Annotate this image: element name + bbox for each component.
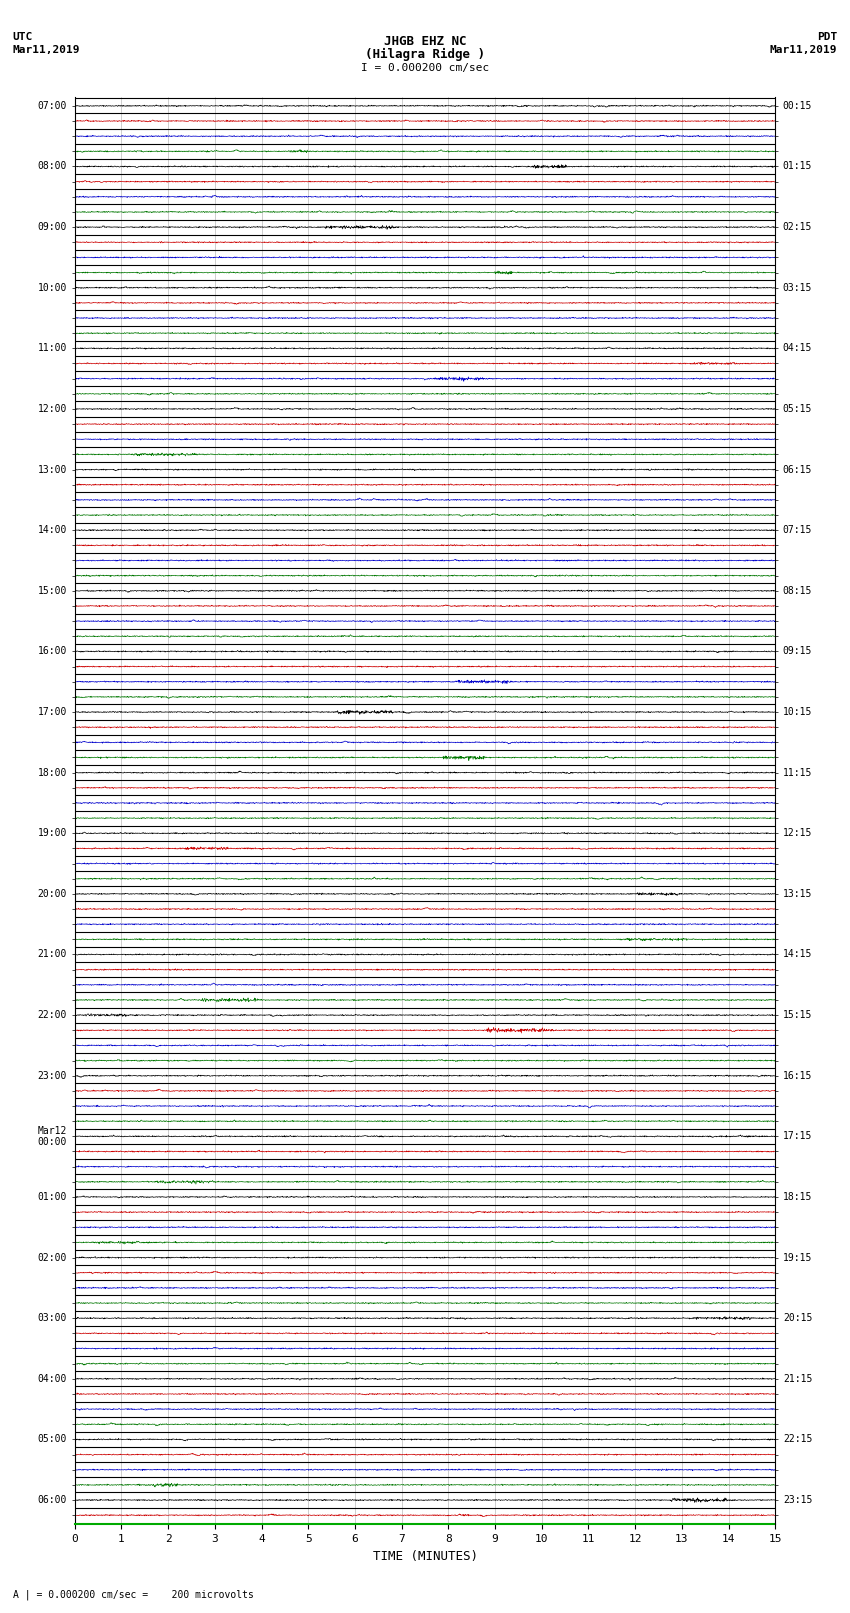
Text: Mar11,2019: Mar11,2019 <box>770 45 837 55</box>
Text: UTC: UTC <box>13 32 33 42</box>
Text: (Hilagra Ridge ): (Hilagra Ridge ) <box>365 48 485 61</box>
Text: PDT: PDT <box>817 32 837 42</box>
X-axis label: TIME (MINUTES): TIME (MINUTES) <box>372 1550 478 1563</box>
Text: A | = 0.000200 cm/sec =    200 microvolts: A | = 0.000200 cm/sec = 200 microvolts <box>13 1589 253 1600</box>
Text: I = 0.000200 cm/sec: I = 0.000200 cm/sec <box>361 63 489 73</box>
Text: JHGB EHZ NC: JHGB EHZ NC <box>383 35 467 48</box>
Text: Mar11,2019: Mar11,2019 <box>13 45 80 55</box>
